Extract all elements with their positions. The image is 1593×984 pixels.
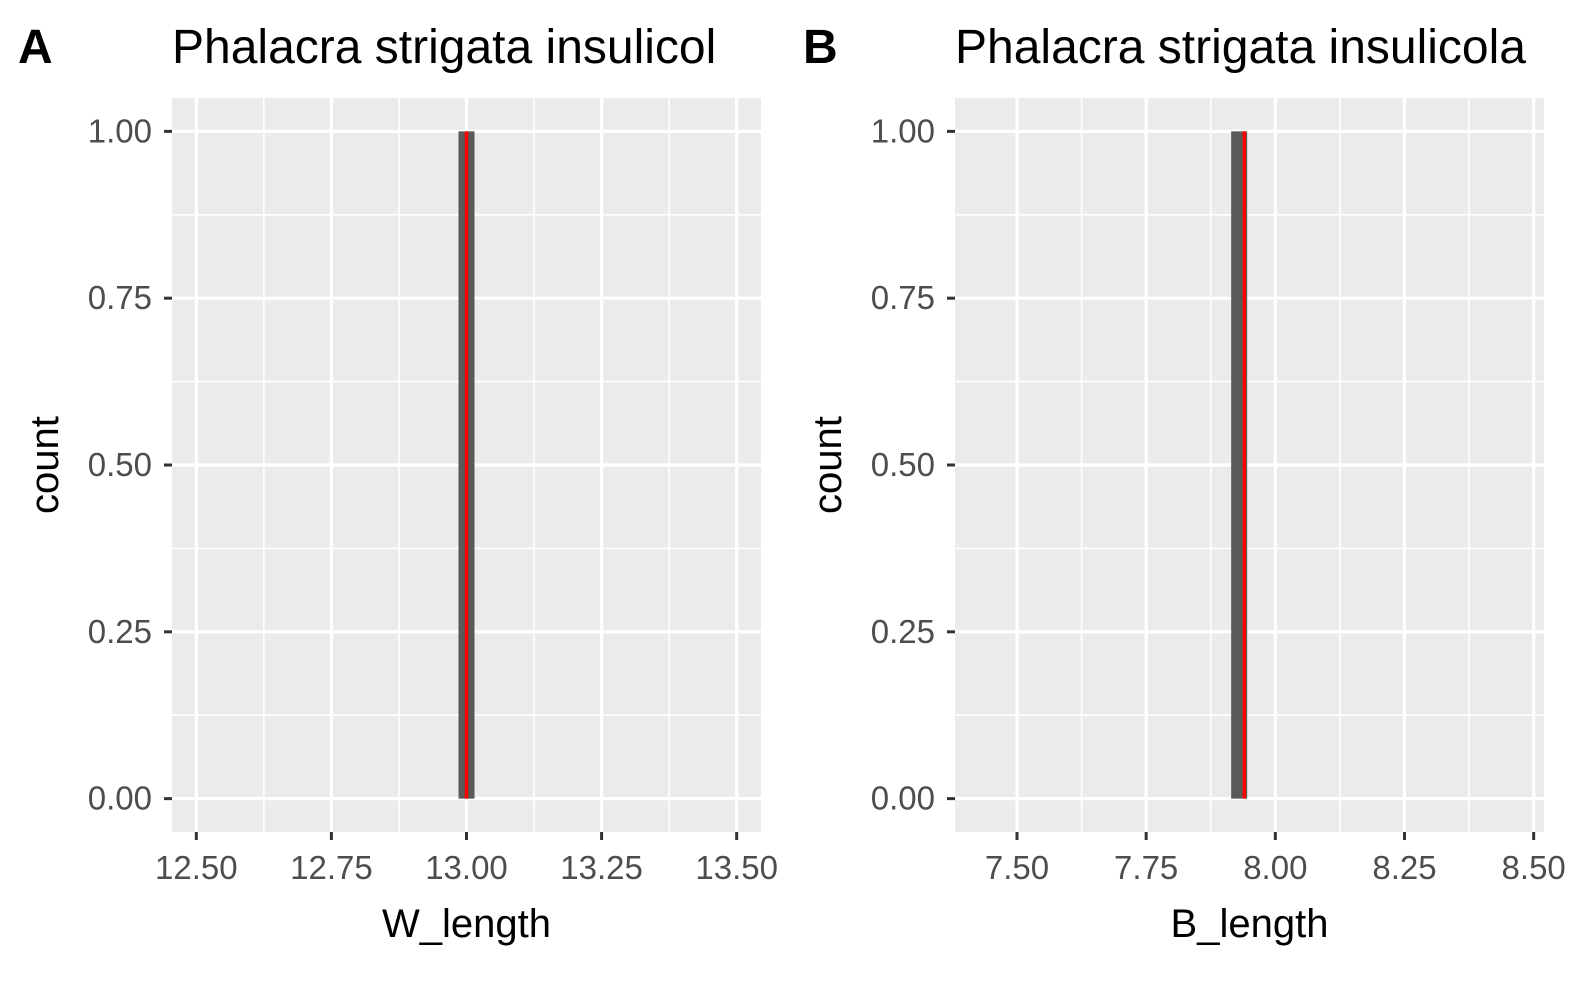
x-tick-label: 13.50 (695, 849, 778, 886)
y-tick-label: 0.75 (871, 279, 935, 316)
panel-a: 0.00 0.25 0.50 0.75 1.00 12.50 12.75 13.00 13.25… (18, 21, 778, 946)
x-tick-label: 7.50 (985, 849, 1049, 886)
y-tick-label: 0.50 (88, 446, 152, 483)
y-tick-label: 1.00 (88, 112, 152, 149)
panel-title: Phalacra strigata insulicol (172, 21, 716, 74)
x-tick-label: 12.75 (290, 849, 373, 886)
x-tick-label: 13.25 (560, 849, 643, 886)
x-axis-title: W_length (382, 902, 551, 946)
y-tick-label: 1.00 (871, 112, 935, 149)
panel-label: B (803, 21, 838, 74)
x-tick-label: 8.00 (1243, 849, 1307, 886)
x-axis-title: B_length (1171, 902, 1329, 946)
y-tick-label: 0.25 (871, 613, 935, 650)
x-tick-label: 7.75 (1114, 849, 1178, 886)
x-tick-label: 8.25 (1372, 849, 1436, 886)
x-tick-label: 8.50 (1502, 849, 1566, 886)
gridlines (955, 98, 1544, 832)
y-tick-label: 0.50 (871, 446, 935, 483)
y-axis-title: count (806, 416, 850, 514)
panel-title: Phalacra strigata insulicola (955, 21, 1526, 74)
panel-b: 0.00 0.25 0.50 0.75 1.00 7.50 7.75 8.00 8.25 8.50… (803, 21, 1566, 946)
x-tick-label: 12.50 (155, 849, 238, 886)
y-tick-label: 0.00 (871, 780, 935, 817)
y-tick-label: 0.00 (88, 780, 152, 817)
y-axis-title: count (23, 416, 67, 514)
panel-label: A (18, 21, 53, 74)
y-tick-label: 0.25 (88, 613, 152, 650)
x-tick-label: 13.00 (425, 849, 508, 886)
y-tick-label: 0.75 (88, 279, 152, 316)
